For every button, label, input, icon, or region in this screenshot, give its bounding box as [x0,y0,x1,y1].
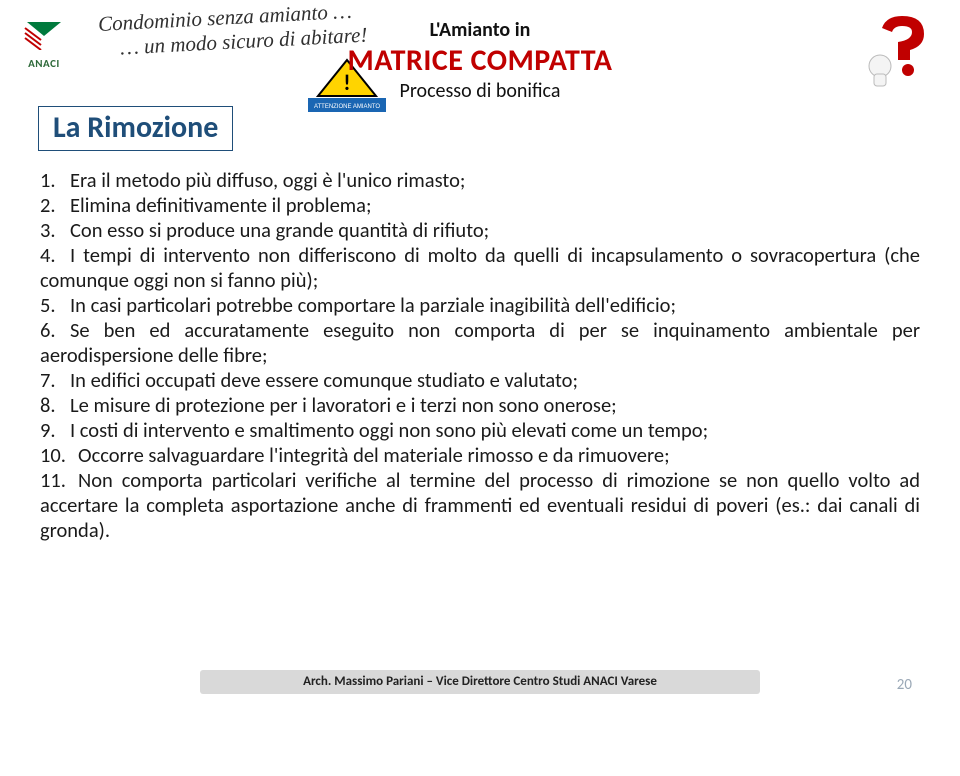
list-item: 1.Era il metodo più diffuso, oggi è l'un… [40,168,920,193]
content-list: 1.Era il metodo più diffuso, oggi è l'un… [40,168,920,543]
list-item: 5.In casi particolari potrebbe comportar… [40,293,920,318]
header-line-3: Processo di bonifica [0,79,960,103]
footer-bar: Arch. Massimo Pariani – Vice Direttore C… [200,670,760,694]
question-figure-icon [864,10,936,88]
list-item: 10.Occorre salvaguardare l'integrità del… [40,443,920,468]
list-item: 11.Non comporta particolari verifiche al… [40,468,920,543]
header-line-1: L'Amianto in [0,18,960,42]
list-item: 7.In edifici occupati deve essere comunq… [40,368,920,393]
slide: ANACI Condominio senza amianto … … un mo… [0,0,960,720]
list-item: 9.I costi di intervento e smaltimento og… [40,418,920,443]
list-item: 6.Se ben ed accuratamente eseguito non c… [40,318,920,368]
slide-header: L'Amianto in MATRICE COMPATTA Processo d… [0,18,960,103]
section-title: La Rimozione [38,106,233,151]
svg-text:ATTENZIONE AMIANTO: ATTENZIONE AMIANTO [314,104,380,110]
header-line-2: MATRICE COMPATTA [0,42,960,79]
list-item: 8.Le misure di protezione per i lavorato… [40,393,920,418]
list-item: 3.Con esso si produce una grande quantit… [40,218,920,243]
list-item: 4.I tempi di intervento non differiscono… [40,243,920,293]
list-item: 2.Elimina definitivamente il problema; [40,193,920,218]
page-number: 20 [897,676,912,694]
